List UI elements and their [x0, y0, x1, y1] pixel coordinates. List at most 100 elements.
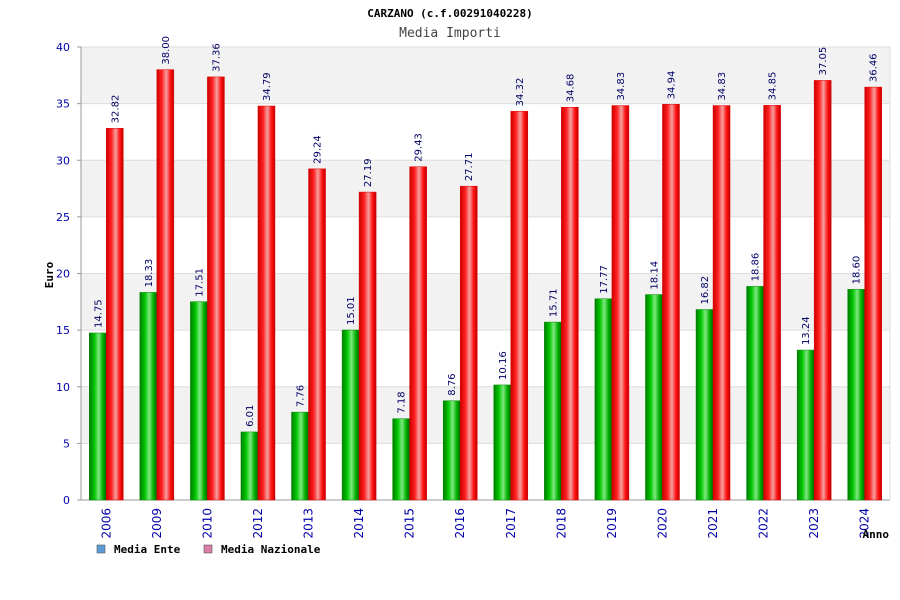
bar-media-ente-2020 — [645, 294, 663, 501]
x-axis-ticks: 2006 2009 2010 2012 2013 2014 2015 2016 2017 2018… — [99, 508, 871, 539]
data-label-media-nazionale-2018: 34.68 — [565, 74, 576, 103]
bar-media-nazionale-2016 — [459, 185, 478, 501]
x-tick-label-2020: 2020 — [655, 508, 669, 539]
bar-media-ente-2010 — [190, 301, 208, 501]
bar-media-nazionale-2024 — [864, 86, 882, 501]
bar-media-nazionale-2017 — [510, 111, 529, 501]
bar-media-ente-2023 — [796, 349, 815, 501]
data-label-media-nazionale-2014: 27.19 — [363, 158, 374, 187]
data-label-media-ente-2012: 6.01 — [245, 405, 256, 427]
legend-label-media-nazionale: Media Nazionale — [221, 543, 321, 556]
data-label-media-ente-2021: 16.82 — [700, 276, 711, 305]
x-tick-label-2006: 2006 — [99, 508, 113, 539]
data-label-media-nazionale-2021: 34.83 — [717, 72, 728, 101]
x-tick-label-2018: 2018 — [554, 508, 568, 539]
data-labels: 14.75 32.82 18.33 38.00 17.51 37.36 6.01 34.79 7… — [93, 36, 879, 427]
data-label-media-nazionale-2016: 27.71 — [464, 153, 475, 182]
data-label-media-nazionale-2020: 34.94 — [666, 71, 677, 100]
data-label-media-nazionale-2024: 36.46 — [869, 53, 880, 82]
data-label-media-nazionale-2022: 34.85 — [768, 72, 779, 101]
data-label-media-nazionale-2009: 38.00 — [161, 36, 172, 65]
data-label-media-ente-2016: 8.76 — [447, 374, 458, 396]
y-tick-label: 25 — [56, 211, 70, 224]
bar-media-nazionale-2010 — [207, 76, 225, 501]
x-tick-label-2016: 2016 — [453, 508, 467, 539]
y-tick-label: 0 — [63, 494, 70, 507]
data-label-media-nazionale-2017: 34.32 — [515, 78, 526, 107]
y-axis-label: Euro — [43, 261, 56, 288]
data-label-media-nazionale-2023: 37.05 — [818, 47, 829, 76]
data-label-media-ente-2009: 18.33 — [144, 259, 155, 288]
bar-media-ente-2022 — [746, 286, 764, 501]
bar-media-nazionale-2012 — [257, 105, 276, 501]
x-tick-label-2019: 2019 — [605, 508, 619, 539]
y-tick-label: 30 — [56, 154, 70, 167]
bar-media-ente-2017 — [493, 384, 512, 501]
bar-media-ente-2015 — [392, 418, 410, 501]
x-tick-label-2015: 2015 — [403, 508, 417, 539]
data-label-media-ente-2015: 7.18 — [397, 391, 408, 413]
data-label-media-nazionale-2013: 29.24 — [313, 135, 324, 164]
x-tick-label-2023: 2023 — [807, 508, 821, 539]
data-label-media-ente-2019: 17.77 — [599, 265, 610, 294]
x-tick-label-2024: 2024 — [858, 508, 872, 539]
y-tick-label: 20 — [56, 268, 70, 281]
bar-media-nazionale-2015 — [409, 166, 427, 501]
chart-title: CARZANO (c.f.00291040228) — [367, 7, 533, 20]
data-label-media-ente-2014: 15.01 — [346, 296, 357, 325]
data-label-media-nazionale-2012: 34.79 — [262, 72, 273, 101]
legend-label-media-ente: Media Ente — [114, 543, 181, 556]
x-tick-label-2017: 2017 — [504, 508, 518, 539]
bar-media-ente-2019 — [594, 298, 613, 501]
legend: Media Ente Media Nazionale — [96, 543, 321, 556]
data-label-media-ente-2017: 10.16 — [498, 351, 509, 380]
data-label-media-ente-2013: 7.76 — [296, 385, 307, 407]
bar-media-ente-2021 — [695, 309, 714, 501]
data-label-media-ente-2020: 18.14 — [649, 261, 660, 290]
legend-swatch-media-nazionale — [203, 544, 213, 554]
data-label-media-ente-2010: 17.51 — [194, 268, 205, 297]
y-tick-label: 35 — [56, 98, 70, 111]
bar-media-ente-2006 — [89, 332, 107, 501]
y-axis-ticks: 0 5 10 15 20 25 30 35 40 — [56, 41, 70, 507]
x-tick-label-2009: 2009 — [150, 508, 164, 539]
data-label-media-ente-2006: 14.75 — [93, 299, 104, 328]
bar-media-nazionale-2014 — [358, 191, 377, 501]
bar-media-ente-2024 — [847, 289, 865, 501]
bar-media-ente-2016 — [442, 400, 461, 501]
chart-subtitle: Media Importi — [399, 26, 501, 41]
bar-media-nazionale-2023 — [813, 80, 832, 501]
x-tick-label-2022: 2022 — [757, 508, 771, 539]
bar-media-nazionale-2018 — [561, 106, 579, 501]
x-tick-label-2013: 2013 — [302, 508, 316, 539]
data-label-media-ente-2022: 18.86 — [751, 253, 762, 282]
x-tick-label-2021: 2021 — [706, 508, 720, 539]
data-label-media-ente-2018: 15.71 — [548, 288, 559, 317]
y-tick-label: 10 — [56, 381, 70, 394]
legend-swatch-media-ente — [96, 544, 106, 554]
bar-media-nazionale-2019 — [611, 105, 630, 501]
bar-media-nazionale-2021 — [712, 105, 731, 501]
data-label-media-ente-2024: 18.60 — [852, 256, 863, 285]
data-label-media-nazionale-2010: 37.36 — [211, 43, 222, 72]
bar-media-nazionale-2009 — [156, 69, 175, 501]
data-label-media-nazionale-2006: 32.82 — [110, 95, 121, 124]
bar-media-nazionale-2020 — [662, 104, 680, 501]
bar-media-nazionale-2022 — [763, 105, 781, 501]
x-tick-label-2014: 2014 — [352, 508, 366, 539]
x-tick-label-2012: 2012 — [251, 508, 265, 539]
data-label-media-nazionale-2015: 29.43 — [414, 133, 425, 162]
bars — [89, 69, 882, 501]
data-label-media-ente-2023: 13.24 — [801, 316, 812, 345]
bar-media-ente-2018 — [544, 321, 562, 501]
y-tick-label: 40 — [56, 41, 70, 54]
y-tick-label: 15 — [56, 324, 70, 337]
bar-media-nazionale-2013 — [308, 168, 326, 501]
x-tick-label-2010: 2010 — [200, 508, 214, 539]
bar-media-nazionale-2006 — [106, 128, 124, 501]
data-label-media-nazionale-2019: 34.83 — [616, 72, 627, 101]
bar-media-ente-2013 — [291, 411, 309, 501]
bar-media-ente-2014 — [341, 329, 360, 501]
y-tick-label: 5 — [63, 437, 70, 450]
